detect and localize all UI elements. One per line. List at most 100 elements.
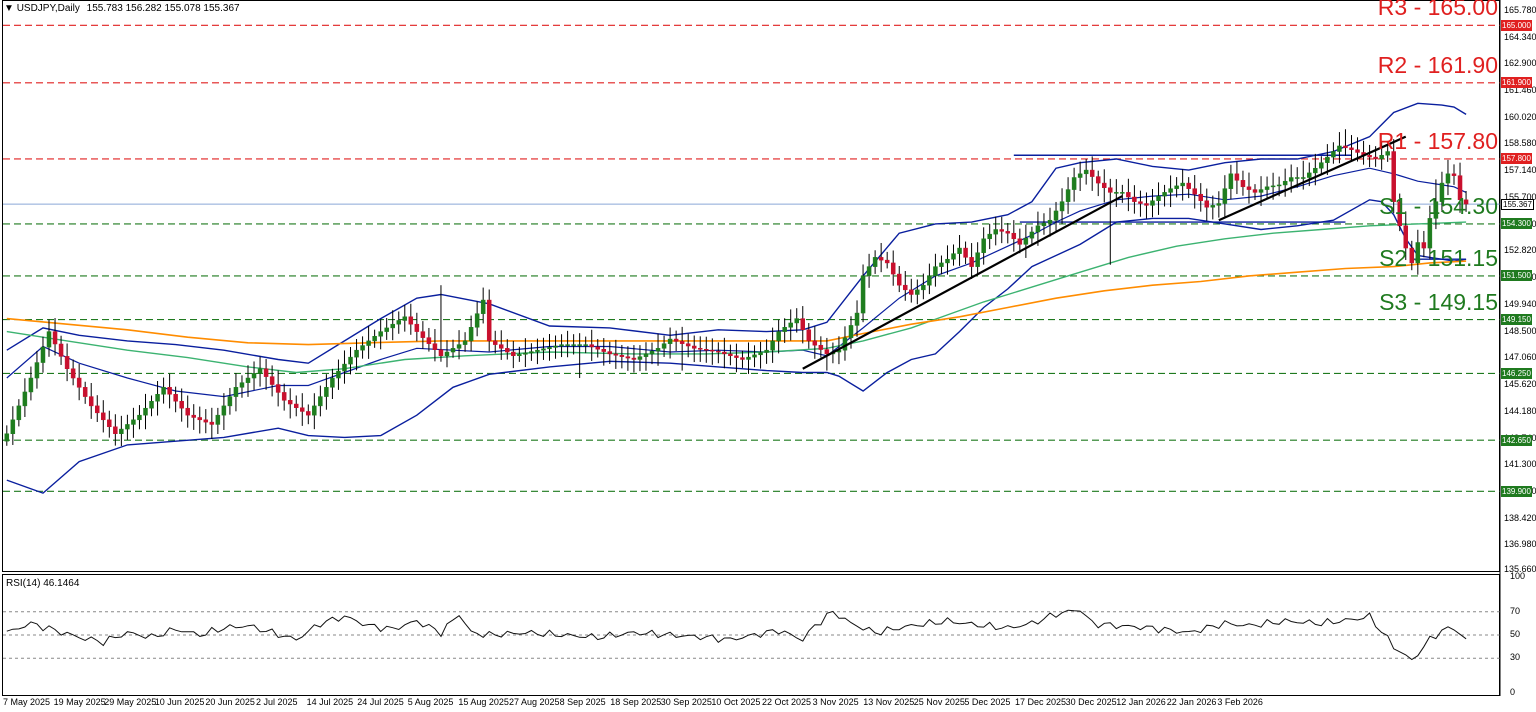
candle-bull bbox=[474, 313, 480, 328]
candle-bull bbox=[1264, 186, 1270, 190]
candle-bear bbox=[306, 411, 311, 416]
x-tick-label: 15 Aug 2025 bbox=[458, 697, 509, 707]
candle-bear bbox=[101, 412, 106, 421]
candle-bear bbox=[1005, 231, 1011, 234]
level-label-r1: R1 - 157.80 bbox=[1377, 127, 1498, 154]
trendlines bbox=[802, 135, 1407, 370]
x-tick-label: 22 Oct 2025 bbox=[762, 697, 812, 707]
y-tick-label: 144.180 bbox=[1504, 405, 1536, 416]
candle-bear bbox=[1409, 247, 1415, 264]
x-tick-label: 22 Jan 2026 bbox=[1166, 697, 1217, 707]
candle-bear bbox=[1192, 188, 1197, 195]
candle-bear bbox=[52, 331, 58, 345]
candle-bear bbox=[625, 356, 631, 359]
candle-bear bbox=[890, 262, 896, 275]
candle-bull bbox=[1053, 210, 1059, 221]
triangle-down-icon[interactable]: ▼ bbox=[4, 3, 14, 14]
candle-bull bbox=[245, 377, 251, 383]
trendline bbox=[1218, 135, 1407, 222]
candle-bear bbox=[191, 414, 196, 418]
candle-bull bbox=[444, 351, 450, 357]
candle-bull bbox=[565, 344, 570, 346]
candle-bear bbox=[269, 376, 275, 385]
candle-bull bbox=[921, 284, 926, 291]
candle-bull bbox=[336, 370, 341, 379]
candle-bull bbox=[1307, 172, 1312, 178]
rsi-y-tick-label: 100 bbox=[1510, 571, 1526, 581]
candle-bull bbox=[1301, 177, 1306, 179]
candle-bull bbox=[1168, 188, 1173, 193]
candle-bull bbox=[782, 327, 787, 332]
y-tick-label: 164.340 bbox=[1504, 31, 1536, 42]
candle-bull bbox=[1041, 222, 1047, 227]
candle-bull bbox=[553, 345, 558, 348]
candle-bear bbox=[438, 349, 444, 357]
candle-bull bbox=[1433, 201, 1439, 219]
main-panel-border bbox=[2, 0, 1500, 572]
candle-bull bbox=[366, 340, 371, 346]
candle-bull bbox=[788, 322, 793, 328]
y-tick-label: 161.460 bbox=[1504, 85, 1536, 95]
candle-bear bbox=[710, 349, 715, 352]
candle-bull bbox=[764, 349, 769, 353]
candle-bull bbox=[456, 344, 462, 349]
candle-bull bbox=[155, 394, 160, 402]
candle-bear bbox=[58, 343, 64, 357]
candle-bull bbox=[872, 257, 878, 267]
candle-bull bbox=[1077, 173, 1083, 178]
y-tick-label: 152.820 bbox=[1504, 245, 1536, 256]
candle-bull bbox=[1258, 189, 1264, 193]
candle-bull bbox=[1439, 182, 1445, 202]
candle-bear bbox=[963, 247, 968, 258]
candle-bull bbox=[34, 362, 40, 379]
candle-bear bbox=[293, 403, 299, 408]
candle-bear bbox=[82, 387, 88, 397]
candle-bull bbox=[1445, 173, 1451, 184]
candle-bull bbox=[758, 352, 763, 356]
x-tick-label: 10 Oct 2025 bbox=[711, 697, 761, 707]
candle-bear bbox=[76, 377, 82, 388]
trendline bbox=[802, 195, 1123, 370]
candle-bear bbox=[1108, 187, 1113, 193]
candle-bear bbox=[1102, 182, 1107, 188]
candle-bull bbox=[390, 323, 395, 329]
y-tick-label: 162.900 bbox=[1504, 58, 1536, 69]
candle-bear bbox=[486, 299, 492, 342]
candle-bull bbox=[1156, 195, 1161, 201]
price-box-l6: 139.900 bbox=[1501, 485, 1532, 497]
y-tick-label: 160.020 bbox=[1504, 111, 1536, 122]
candle-bull bbox=[866, 266, 872, 277]
candle-bear bbox=[1355, 149, 1360, 153]
candle-bull bbox=[1023, 237, 1029, 245]
candle-bull bbox=[257, 368, 263, 374]
candle-bull bbox=[1114, 192, 1119, 194]
candle-bear bbox=[1373, 156, 1378, 160]
candle-bear bbox=[64, 356, 70, 369]
x-tick-label: 27 Aug 2025 bbox=[509, 697, 560, 707]
rsi-y-tick-label: 70 bbox=[1510, 605, 1521, 616]
candle-bear bbox=[1240, 180, 1246, 188]
candle-bear bbox=[1349, 147, 1354, 150]
candle-bull bbox=[1120, 192, 1125, 194]
candle-bear bbox=[1095, 176, 1101, 184]
candle-bull bbox=[161, 387, 166, 395]
rsi-label: RSI(14) 46.1464 bbox=[6, 578, 80, 589]
y-tick-label: 135.660 bbox=[1504, 564, 1536, 574]
candle-bull bbox=[378, 331, 383, 337]
candle-bear bbox=[414, 323, 420, 332]
candle-bear bbox=[969, 257, 974, 267]
candle-bull bbox=[28, 377, 34, 393]
chart-header: ▼ USDJPY,Daily 155.783 156.282 155.078 1… bbox=[4, 3, 240, 14]
candle-bear bbox=[806, 329, 812, 342]
candle-bear bbox=[95, 405, 100, 414]
rsi-series-line bbox=[6, 609, 1467, 661]
candle-bear bbox=[734, 355, 739, 358]
candle-bull bbox=[227, 396, 233, 407]
candle-bear bbox=[281, 392, 287, 401]
candle-bull bbox=[794, 318, 799, 324]
support-resistance-lines bbox=[3, 24, 1500, 492]
candle-bull bbox=[360, 345, 365, 351]
candle-bull bbox=[462, 340, 468, 345]
candle-bear bbox=[740, 357, 745, 360]
